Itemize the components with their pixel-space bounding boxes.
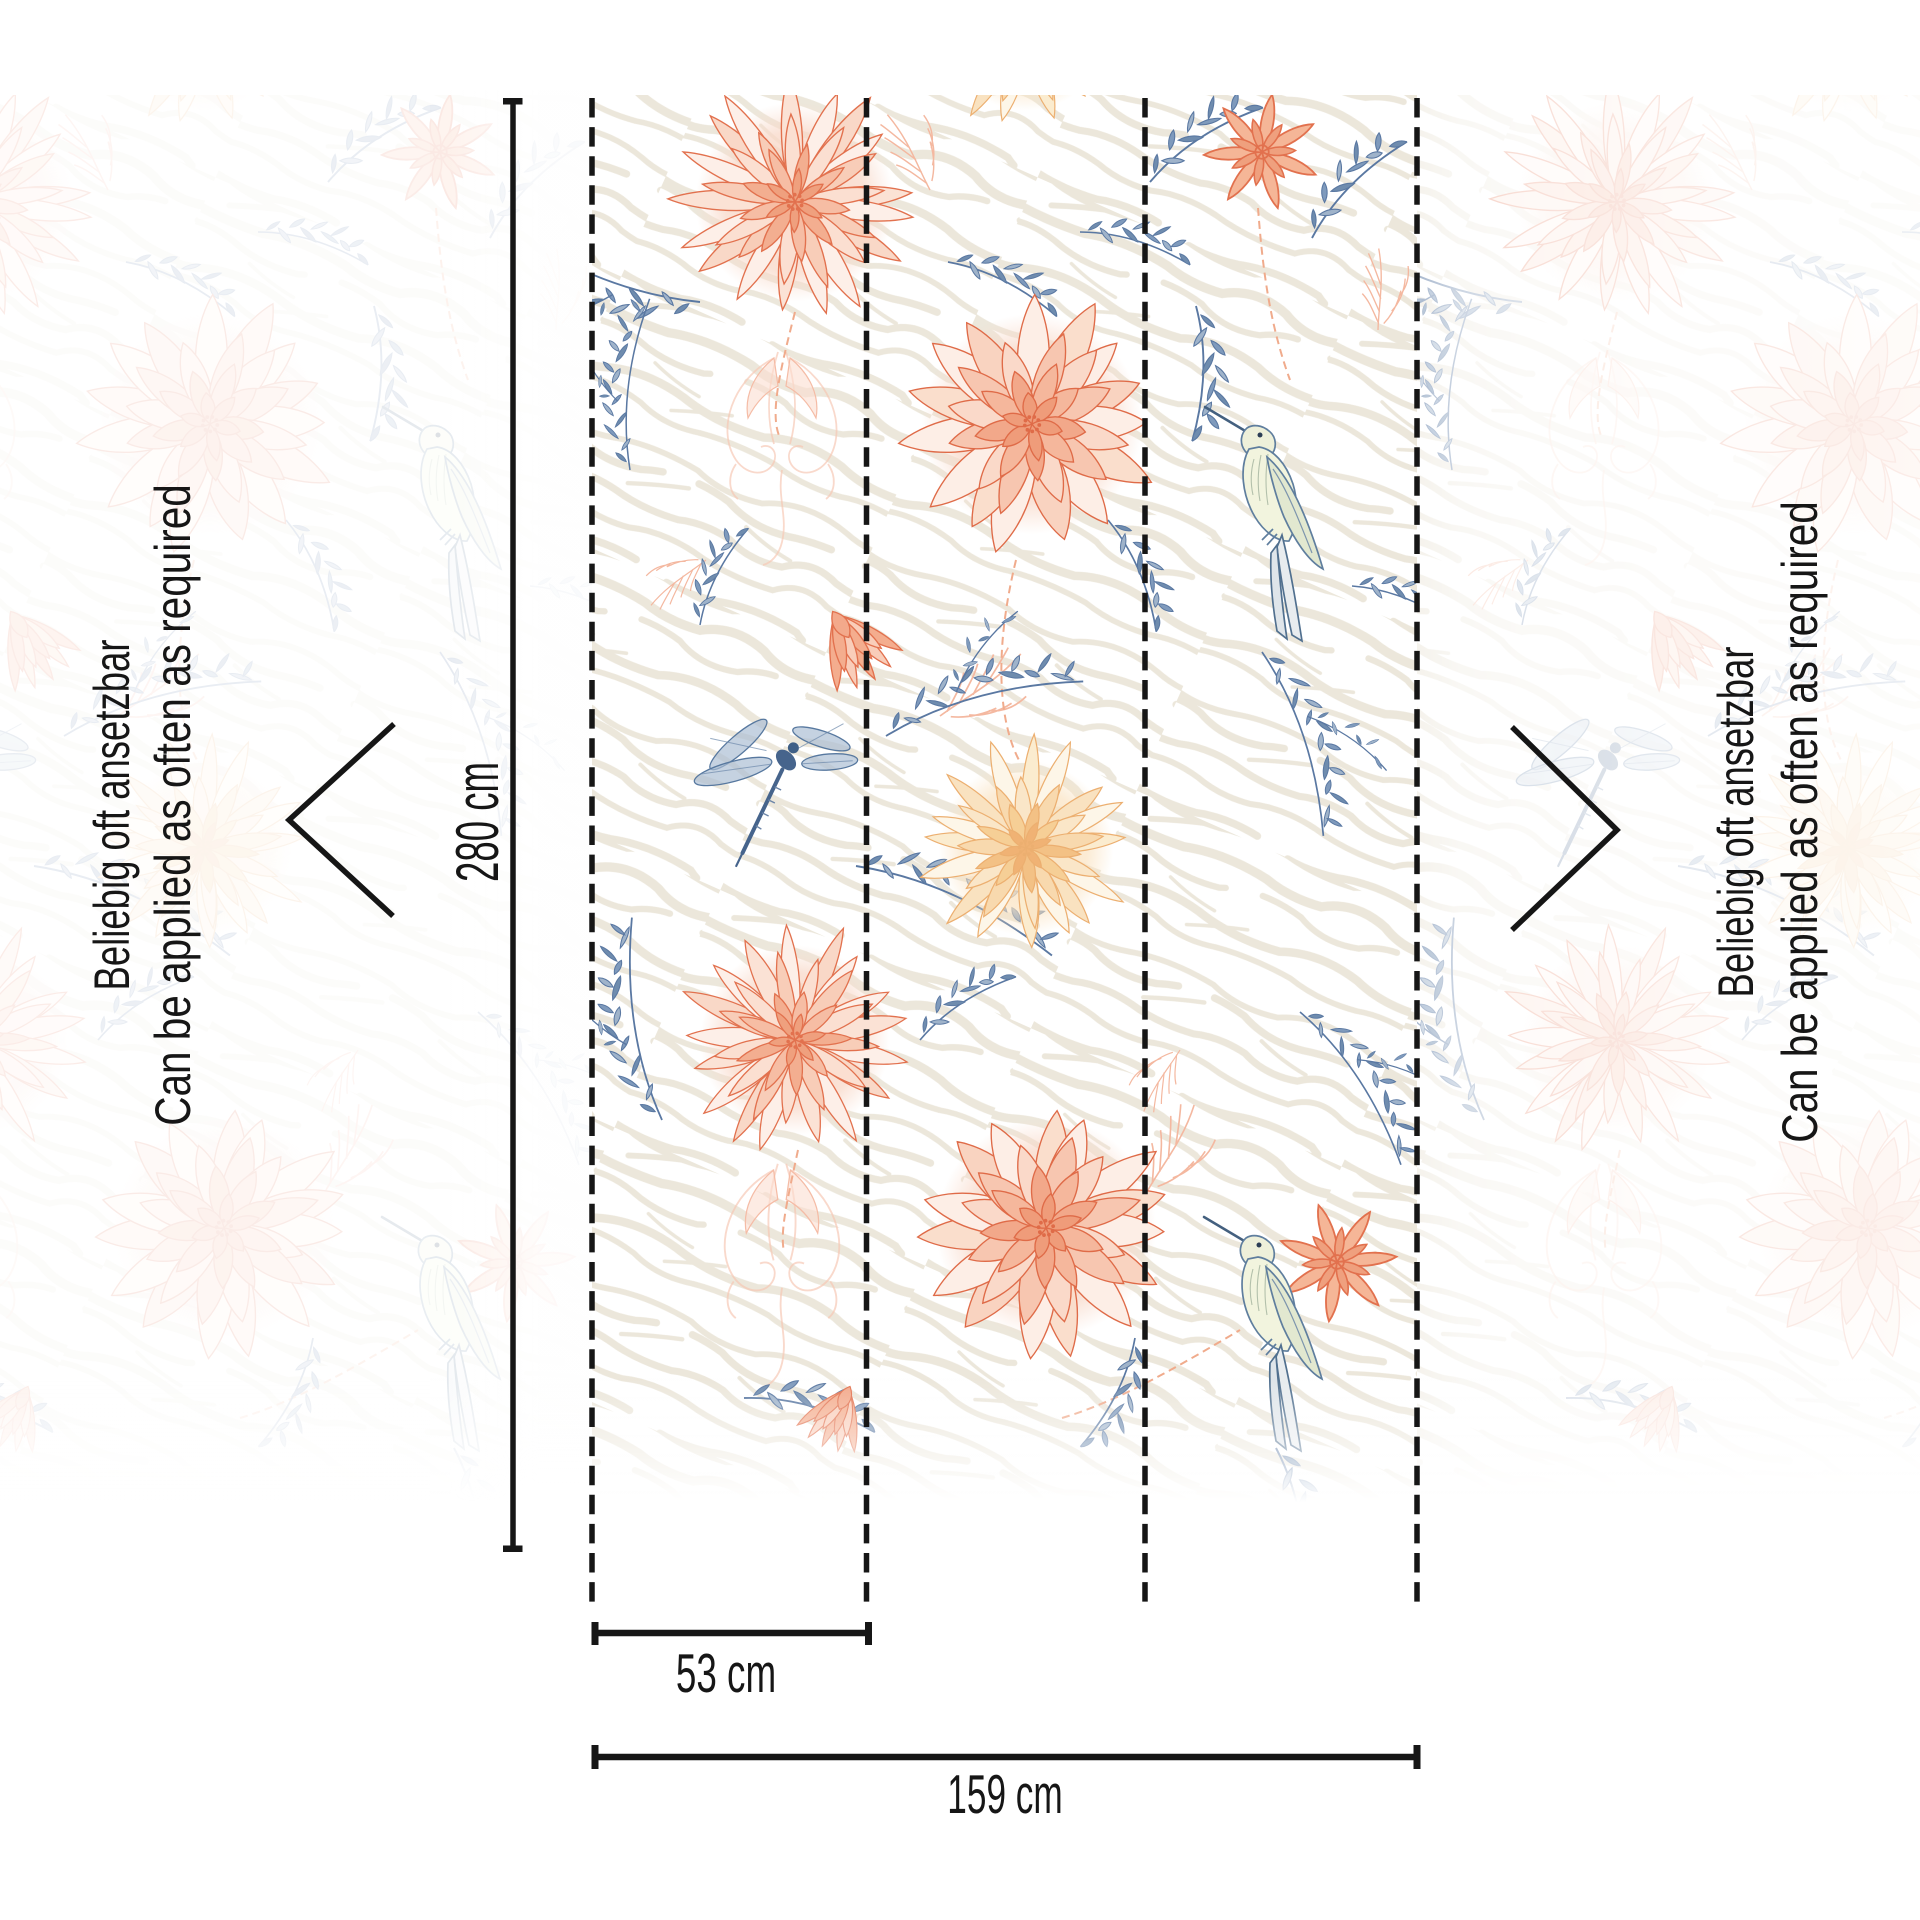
svg-text:159 cm: 159 cm: [947, 1763, 1062, 1825]
svg-text:Beliebig oft ansetzbar: Beliebig oft ansetzbar: [84, 640, 140, 991]
svg-text:Can be applied as often as req: Can be applied as often as required: [145, 484, 201, 1125]
svg-text:Can be applied as often as req: Can be applied as often as required: [1772, 501, 1828, 1142]
svg-text:53 cm: 53 cm: [676, 1643, 776, 1704]
svg-text:280 cm: 280 cm: [444, 762, 512, 882]
svg-text:Beliebig oft ansetzbar: Beliebig oft ansetzbar: [1708, 647, 1764, 998]
